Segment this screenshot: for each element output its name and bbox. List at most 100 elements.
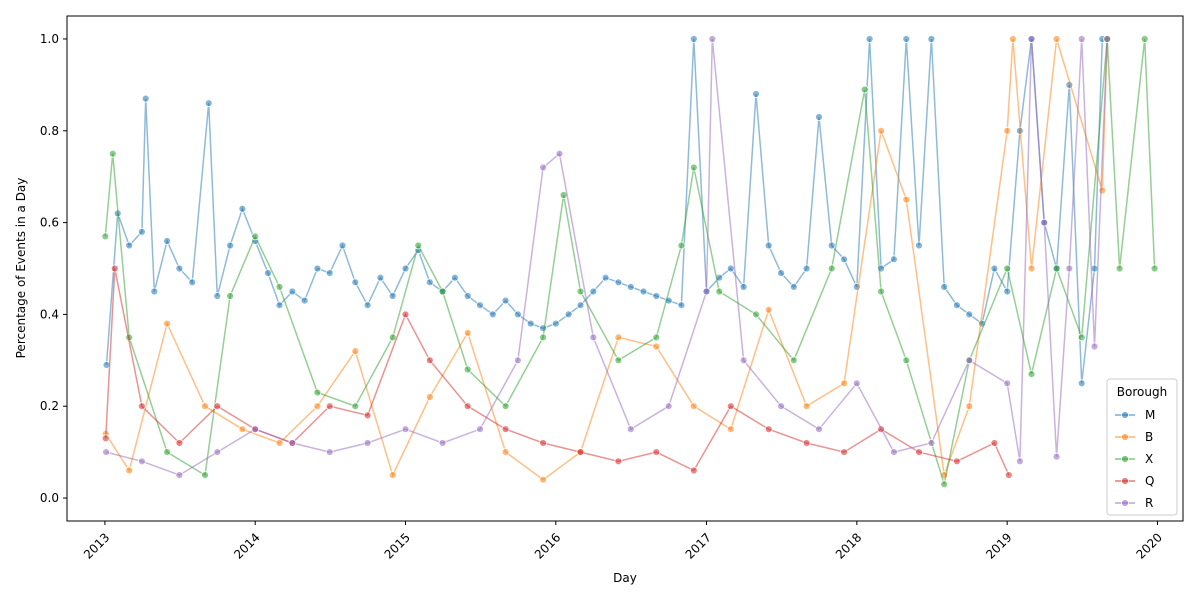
data-point-M-9 <box>204 99 213 108</box>
x-tick-label: 2014 <box>231 530 262 561</box>
data-point-R-14 <box>589 333 598 342</box>
data-point-M-18 <box>313 264 322 273</box>
data-point-B-18 <box>764 305 773 314</box>
data-point-M-42 <box>614 278 623 287</box>
data-point-B-26 <box>1009 35 1017 43</box>
data-point-M-65 <box>902 35 911 43</box>
data-point-R-25 <box>965 356 974 365</box>
data-point-R-30 <box>1052 452 1061 461</box>
data-point-M-23 <box>376 273 385 282</box>
data-point-X-18 <box>614 356 623 365</box>
data-point-M-8 <box>188 278 197 287</box>
data-point-R-5 <box>288 439 297 447</box>
data-point-M-45 <box>652 292 661 300</box>
data-point-R-4 <box>251 425 260 434</box>
data-point-Q-25 <box>990 439 999 447</box>
data-point-M-73 <box>1003 287 1012 296</box>
data-point-M-69 <box>953 301 961 310</box>
data-point-R-22 <box>852 379 861 388</box>
data-point-X-3 <box>163 448 172 457</box>
data-point-B-20 <box>840 379 848 388</box>
data-point-X-22 <box>715 287 724 296</box>
data-point-X-38 <box>1150 264 1159 273</box>
data-point-R-20 <box>777 402 785 411</box>
data-point-M-2 <box>125 241 134 250</box>
data-point-B-12 <box>539 475 547 484</box>
data-point-M-35 <box>526 319 535 328</box>
data-point-R-31 <box>1065 264 1074 273</box>
data-point-R-17 <box>702 287 711 296</box>
data-point-R-0 <box>102 448 110 457</box>
data-point-Q-16 <box>652 448 661 457</box>
data-point-R-19 <box>739 356 748 365</box>
y-tick-label: 1.0 <box>40 32 59 46</box>
data-point-R-15 <box>626 425 635 434</box>
data-point-M-54 <box>764 241 773 250</box>
data-point-M-67 <box>927 35 936 43</box>
data-point-B-21 <box>877 126 885 135</box>
data-point-B-6 <box>313 402 322 411</box>
data-point-X-13 <box>463 365 472 374</box>
data-point-Q-19 <box>764 425 773 434</box>
data-point-M-59 <box>827 241 836 250</box>
data-point-M-17 <box>300 296 309 305</box>
series-X <box>101 35 1159 489</box>
data-point-B-14 <box>614 333 623 342</box>
legend-box <box>1106 378 1178 516</box>
data-point-X-36 <box>1115 264 1124 273</box>
data-point-R-34 <box>1103 35 1112 43</box>
data-point-X-8 <box>313 388 322 397</box>
data-point-M-33 <box>501 296 510 305</box>
data-point-X-21 <box>689 163 698 172</box>
data-point-B-1 <box>125 466 134 475</box>
legend-label-X: X <box>1145 452 1153 466</box>
data-point-R-10 <box>476 425 484 434</box>
data-point-X-15 <box>539 333 547 342</box>
data-point-Q-17 <box>689 466 698 475</box>
y-tick-label: 0.8 <box>40 124 59 138</box>
data-point-Q-2 <box>137 402 146 411</box>
data-point-R-28 <box>1027 35 1036 43</box>
data-point-X-19 <box>652 333 661 342</box>
x-tick-label: 2013 <box>81 530 112 561</box>
data-point-X-11 <box>414 241 423 250</box>
data-point-Q-9 <box>401 310 410 319</box>
data-point-M-68 <box>940 282 949 291</box>
legend-marker-Q <box>1121 477 1129 485</box>
data-point-Q-15 <box>614 457 623 466</box>
data-point-M-16 <box>288 287 297 296</box>
data-point-M-48 <box>689 35 698 43</box>
legend-label-Q: Q <box>1145 474 1154 488</box>
data-point-M-64 <box>890 255 898 264</box>
data-point-Q-18 <box>726 402 735 411</box>
plot-frame <box>66 15 1184 522</box>
data-point-X-7 <box>275 282 284 291</box>
data-point-B-16 <box>689 402 698 411</box>
data-point-X-0 <box>101 232 110 241</box>
data-point-Q-10 <box>425 356 434 365</box>
data-point-X-14 <box>501 402 510 411</box>
data-point-M-47 <box>677 301 686 310</box>
data-point-R-32 <box>1077 35 1086 43</box>
data-point-M-52 <box>739 282 748 291</box>
y-tick-label: 0.6 <box>40 216 59 230</box>
data-point-R-13 <box>555 149 564 158</box>
data-point-R-23 <box>890 448 898 457</box>
data-point-B-19 <box>802 402 811 411</box>
data-point-X-4 <box>201 471 209 480</box>
data-point-B-10 <box>463 328 472 337</box>
data-point-M-14 <box>264 269 272 278</box>
data-point-R-21 <box>815 425 823 434</box>
x-tick-label: 2017 <box>683 530 714 561</box>
data-point-M-20 <box>338 241 347 250</box>
data-point-Q-14 <box>576 448 585 457</box>
data-point-M-31 <box>476 301 484 310</box>
data-point-R-2 <box>175 471 184 480</box>
x-tick-label: 2019 <box>983 530 1014 561</box>
data-point-Q-21 <box>840 448 848 457</box>
data-point-B-24 <box>965 402 974 411</box>
data-point-M-24 <box>388 292 397 300</box>
x-tick-label: 2015 <box>382 530 413 561</box>
